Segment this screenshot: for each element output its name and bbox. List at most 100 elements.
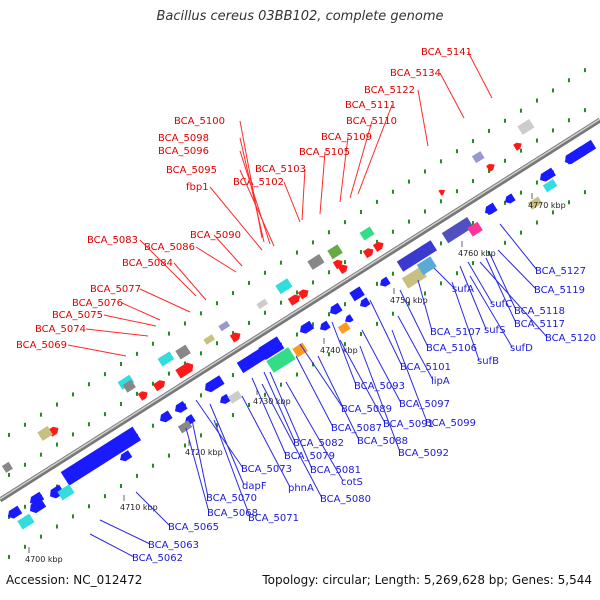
gene-label-reverse[interactable]: BCA_5119 <box>534 285 585 296</box>
gene-label-forward[interactable]: BCA_5111 <box>345 100 396 111</box>
gene-label-reverse[interactable]: BCA_5106 <box>426 343 477 354</box>
gene-label-reverse[interactable]: BCA_5087 <box>331 423 382 434</box>
strand-dot <box>200 393 202 398</box>
gene-label-forward[interactable]: BCA_5141 <box>421 47 472 58</box>
gene-label-forward[interactable]: BCA_5102 <box>233 177 284 188</box>
gene-label-forward[interactable]: BCA_5098 <box>158 133 209 144</box>
gene-label-forward[interactable]: BCA_5110 <box>346 116 397 127</box>
gene-label-reverse[interactable]: BCA_5088 <box>357 436 408 447</box>
gene-label-reverse[interactable]: BCA_5107 <box>430 327 481 338</box>
label-leader-line <box>295 355 334 428</box>
strand-dot <box>8 472 10 477</box>
strand-dot <box>136 391 138 396</box>
gene-label-reverse[interactable]: BCA_5101 <box>400 362 451 373</box>
gene-label-reverse[interactable]: BCA_5089 <box>341 404 392 415</box>
strand-dot <box>520 108 522 113</box>
reverse-gene <box>258 336 285 360</box>
gene-label-reverse[interactable]: BCA_5092 <box>398 448 449 459</box>
gene-label-reverse[interactable]: sufB <box>477 356 499 367</box>
strand-dot <box>184 443 186 448</box>
gene-label-forward[interactable]: BCA_5083 <box>87 235 138 246</box>
gene-label-forward[interactable]: BCA_5122 <box>364 85 415 96</box>
gene-label-forward[interactable]: BCA_5069 <box>16 340 67 351</box>
gene-label-reverse[interactable]: BCA_5091 <box>383 419 434 430</box>
strand-dot <box>408 301 410 306</box>
gene-label-reverse[interactable]: BCA_5127 <box>535 266 586 277</box>
gene-label-reverse[interactable]: phnA <box>288 483 314 494</box>
label-leader-line <box>301 168 306 221</box>
gene-label-forward[interactable]: BCA_5100 <box>174 116 225 127</box>
gene-label-reverse[interactable]: BCA_5099 <box>425 418 476 429</box>
strand-dot <box>520 148 522 153</box>
gene-label-forward[interactable]: BCA_5077 <box>90 284 141 295</box>
strand-dot <box>584 68 586 73</box>
feature-box <box>275 278 293 295</box>
forward-gene <box>229 332 241 343</box>
reverse-gene <box>160 410 173 423</box>
strand-dot <box>168 453 170 458</box>
gene-label-reverse[interactable]: BCA_5063 <box>148 540 199 551</box>
gene-label-forward[interactable]: BCA_5086 <box>144 242 195 253</box>
gene-label-forward[interactable]: BCA_5105 <box>299 147 350 158</box>
reverse-gene <box>360 297 371 308</box>
strand-dot <box>456 149 458 154</box>
strand-dot <box>56 442 58 447</box>
gene-label-reverse[interactable]: BCA_5070 <box>206 493 257 504</box>
feature-box <box>337 321 351 335</box>
strand-dot <box>280 382 282 387</box>
gene-label-forward[interactable]: BCA_5103 <box>255 164 306 175</box>
kbp-tick-label: 4720 kbp <box>185 448 223 457</box>
gene-label-reverse[interactable]: sufD <box>510 343 533 354</box>
gene-label-reverse[interactable]: BCA_5118 <box>514 306 565 317</box>
genome-stats-text: Topology: circular; Length: 5,269,628 bp… <box>262 573 592 587</box>
strand-dot <box>104 372 106 377</box>
label-leader-line <box>459 265 487 330</box>
strand-dot <box>136 351 138 356</box>
gene-label-reverse[interactable]: BCA_5065 <box>168 522 219 533</box>
label-leader-line <box>439 72 465 119</box>
label-leader-line <box>239 150 271 245</box>
gene-label-reverse[interactable]: BCA_5081 <box>310 465 361 476</box>
strand-dot <box>376 239 378 244</box>
strand-dot <box>584 108 586 113</box>
reverse-gene <box>220 393 231 404</box>
gene-label-forward[interactable]: BCA_5075 <box>52 310 103 321</box>
label-leader-line <box>135 491 171 527</box>
gene-label-reverse[interactable]: sufA <box>452 284 474 295</box>
strand-dot <box>232 373 234 378</box>
strand-dot <box>40 412 42 417</box>
gene-label-reverse[interactable]: sufS <box>484 325 505 336</box>
gene-label-reverse[interactable]: BCA_5080 <box>320 494 371 505</box>
gene-label-reverse[interactable]: BCA_5079 <box>284 451 335 462</box>
gene-label-forward[interactable]: BCA_5134 <box>390 68 441 79</box>
gene-label-reverse[interactable]: BCA_5071 <box>248 513 299 524</box>
label-leader-line <box>319 151 326 215</box>
gene-label-forward[interactable]: BCA_5076 <box>72 298 123 309</box>
gene-label-forward[interactable]: BCA_5084 <box>122 258 173 269</box>
gene-label-forward[interactable]: BCA_5090 <box>190 230 241 241</box>
label-leader-line <box>195 246 237 273</box>
gene-label-reverse[interactable]: dapF <box>242 481 267 492</box>
gene-label-reverse[interactable]: BCA_5117 <box>514 319 565 330</box>
strand-dot <box>472 221 474 226</box>
gene-label-forward[interactable]: BCA_5109 <box>321 132 372 143</box>
gene-label-reverse[interactable]: sufC <box>490 299 512 310</box>
gene-label-reverse[interactable]: BCA_5082 <box>293 438 344 449</box>
gene-label-reverse[interactable]: BCA_5068 <box>207 508 258 519</box>
gene-label-reverse[interactable]: BCA_5120 <box>545 333 596 344</box>
gene-label-reverse[interactable]: BCA_5062 <box>132 553 183 564</box>
gene-label-reverse[interactable]: BCA_5093 <box>354 381 405 392</box>
gene-label-reverse[interactable]: cotS <box>341 477 363 488</box>
gene-label-reverse[interactable]: BCA_5097 <box>399 399 450 410</box>
label-leader-line <box>239 137 265 243</box>
gene-label-forward[interactable]: BCA_5074 <box>35 324 86 335</box>
strand-dot <box>488 250 490 255</box>
gene-label-reverse[interactable]: BCA_5073 <box>241 464 292 475</box>
gene-label-forward[interactable]: fbp1 <box>186 182 209 193</box>
gene-label-reverse[interactable]: lipA <box>431 376 450 387</box>
gene-label-forward[interactable]: BCA_5096 <box>158 146 209 157</box>
label-leader-line <box>469 275 513 348</box>
gene-label-forward[interactable]: BCA_5095 <box>166 165 217 176</box>
strand-dot <box>472 179 474 184</box>
